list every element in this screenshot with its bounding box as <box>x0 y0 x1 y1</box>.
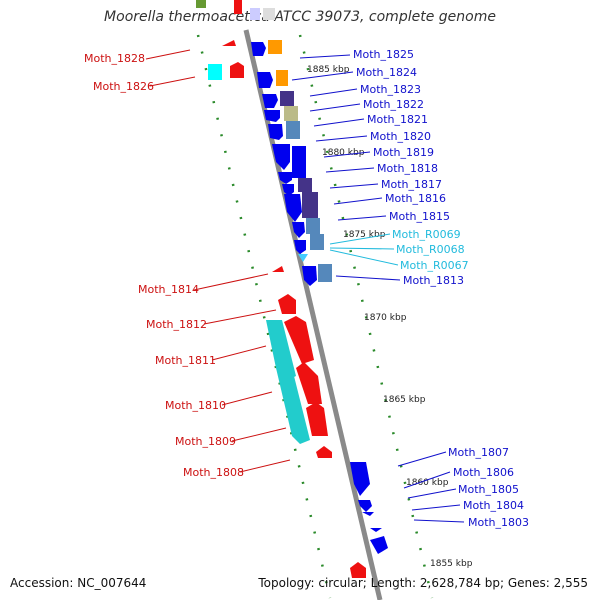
rna-leader-lines <box>329 233 399 266</box>
tick-label-1865: 1865 kbp <box>383 395 426 405</box>
gene-glyph-purple-2[interactable] <box>298 178 312 192</box>
gene-label-moth-1805[interactable]: Moth_1805 <box>458 483 519 496</box>
gene-glyph-moth-1809[interactable] <box>306 402 328 436</box>
gene-label-moth-1803[interactable]: Moth_1803 <box>468 516 529 529</box>
gene-glyph-orange-2[interactable] <box>276 70 288 86</box>
gene-glyph-moth-1824[interactable] <box>257 72 273 88</box>
gene-glyph-moth-1825[interactable] <box>251 42 266 56</box>
gene-label-moth-1819[interactable]: Moth_1819 <box>373 146 434 159</box>
gene-glyph-moth-1808[interactable] <box>316 446 332 458</box>
gene-glyph-moth-1804[interactable] <box>370 528 382 532</box>
gene-glyph-moth-1803[interactable] <box>370 536 388 554</box>
gene-label-moth-1820[interactable]: Moth_1820 <box>370 130 431 143</box>
accession-text: Accession: NC_007644 <box>10 576 147 590</box>
gene-glyph-moth-1816[interactable] <box>302 192 318 218</box>
gene-glyph-cyan-top[interactable] <box>208 64 222 80</box>
gene-label-moth-1804[interactable]: Moth_1804 <box>463 499 524 512</box>
topology-text: Topology: circular; Length: 2,628,784 bp… <box>258 576 588 590</box>
gene-glyph-moth-1822[interactable] <box>264 110 280 122</box>
gene-label-moth-r0067[interactable]: Moth_R0067 <box>400 259 469 272</box>
gene-glyph-red-long-2[interactable] <box>296 362 322 404</box>
gene-label-moth-1811[interactable]: Moth_1811 <box>155 354 216 367</box>
gene-glyph-moth-1821[interactable] <box>268 124 283 140</box>
gene-glyph-moth-r0068[interactable] <box>298 254 308 262</box>
gene-glyph-steelblue-2[interactable] <box>306 218 320 234</box>
tick-label-1885: 1885 kbp <box>307 65 350 75</box>
top-feature-red <box>234 0 242 14</box>
gene-glyph-moth-1813[interactable] <box>302 266 317 286</box>
forward-leader-lines <box>291 54 465 523</box>
gene-glyph-purple-1[interactable] <box>280 91 294 106</box>
gene-label-moth-1816[interactable]: Moth_1816 <box>385 192 446 205</box>
top-feature-green <box>196 0 206 8</box>
gene-label-moth-r0068[interactable]: Moth_R0068 <box>396 243 465 256</box>
gene-glyph-moth-1818[interactable] <box>278 172 292 184</box>
gene-glyph-moth-1812[interactable] <box>278 294 296 314</box>
tick-label-1860: 1860 kbp <box>406 478 449 488</box>
top-feature-grey <box>263 8 275 20</box>
gene-glyph-orange-1[interactable] <box>268 40 282 54</box>
gene-label-moth-1823[interactable]: Moth_1823 <box>360 83 421 96</box>
right-tick-guide <box>298 34 434 599</box>
gene-label-moth-1815[interactable]: Moth_1815 <box>389 210 450 223</box>
gene-glyph-moth-1807[interactable] <box>350 462 370 496</box>
gene-label-moth-1824[interactable]: Moth_1824 <box>356 66 417 79</box>
gene-label-moth-1812[interactable]: Moth_1812 <box>146 318 207 331</box>
gene-glyph-red-bottom[interactable] <box>350 562 366 578</box>
gene-glyph-blue-small[interactable] <box>294 240 306 254</box>
left-tick-guide <box>196 34 332 599</box>
gene-label-moth-1808[interactable]: Moth_1808 <box>183 466 244 479</box>
gene-label-moth-1825[interactable]: Moth_1825 <box>353 48 414 61</box>
gene-label-moth-1821[interactable]: Moth_1821 <box>367 113 428 126</box>
gene-label-moth-1828[interactable]: Moth_1828 <box>84 52 145 65</box>
tick-label-1875: 1875 kbp <box>343 230 386 240</box>
gene-glyph-steelblue-1[interactable] <box>286 121 300 139</box>
gene-label-moth-1818[interactable]: Moth_1818 <box>377 162 438 175</box>
gene-glyph-blue-stack[interactable] <box>284 194 302 222</box>
tick-label-1855: 1855 kbp <box>430 559 473 569</box>
gene-glyph-moth-1828[interactable] <box>222 40 236 46</box>
gene-glyph-red-long-1[interactable] <box>284 316 314 364</box>
gene-label-moth-1814[interactable]: Moth_1814 <box>138 283 199 296</box>
reverse-leader-lines <box>145 49 291 473</box>
gene-glyph-moth-1819[interactable] <box>292 146 306 178</box>
gene-label-moth-1807[interactable]: Moth_1807 <box>448 446 509 459</box>
gene-label-moth-1809[interactable]: Moth_1809 <box>175 435 236 448</box>
gene-label-moth-1810[interactable]: Moth_1810 <box>165 399 226 412</box>
gene-label-moth-1813[interactable]: Moth_1813 <box>403 274 464 287</box>
gene-glyph-moth-1817[interactable] <box>282 184 294 196</box>
tick-label-1880: 1880 kbp <box>322 148 365 158</box>
gene-glyph-moth-r0067[interactable] <box>318 264 332 282</box>
gene-glyph-moth-1811[interactable] <box>266 320 296 380</box>
tick-label-1870: 1870 kbp <box>364 313 407 323</box>
gene-glyph-olive[interactable] <box>284 106 298 121</box>
gene-glyph-moth-1806[interactable] <box>358 500 372 512</box>
gene-glyph-moth-1814[interactable] <box>272 266 284 272</box>
gene-glyph-moth-r0069[interactable] <box>310 234 324 250</box>
gene-label-moth-1817[interactable]: Moth_1817 <box>381 178 442 191</box>
map-title: Moorella thermoacetica ATCC 39073, compl… <box>104 9 496 25</box>
gene-label-moth-r0069[interactable]: Moth_R0069 <box>392 228 461 241</box>
gene-glyph-moth-1810[interactable] <box>276 368 310 444</box>
gene-glyph-moth-1826[interactable] <box>230 62 244 78</box>
top-feature-lavender <box>250 8 260 20</box>
gene-label-moth-1806[interactable]: Moth_1806 <box>453 466 514 479</box>
gene-glyph-moth-1815[interactable] <box>292 222 305 238</box>
gene-glyph-moth-1823[interactable] <box>262 94 278 108</box>
gene-glyph-moth-1805[interactable] <box>362 512 374 516</box>
gene-label-moth-1826[interactable]: Moth_1826 <box>93 80 154 93</box>
gene-label-moth-1822[interactable]: Moth_1822 <box>363 98 424 111</box>
gene-glyph-moth-1820[interactable] <box>272 144 290 170</box>
